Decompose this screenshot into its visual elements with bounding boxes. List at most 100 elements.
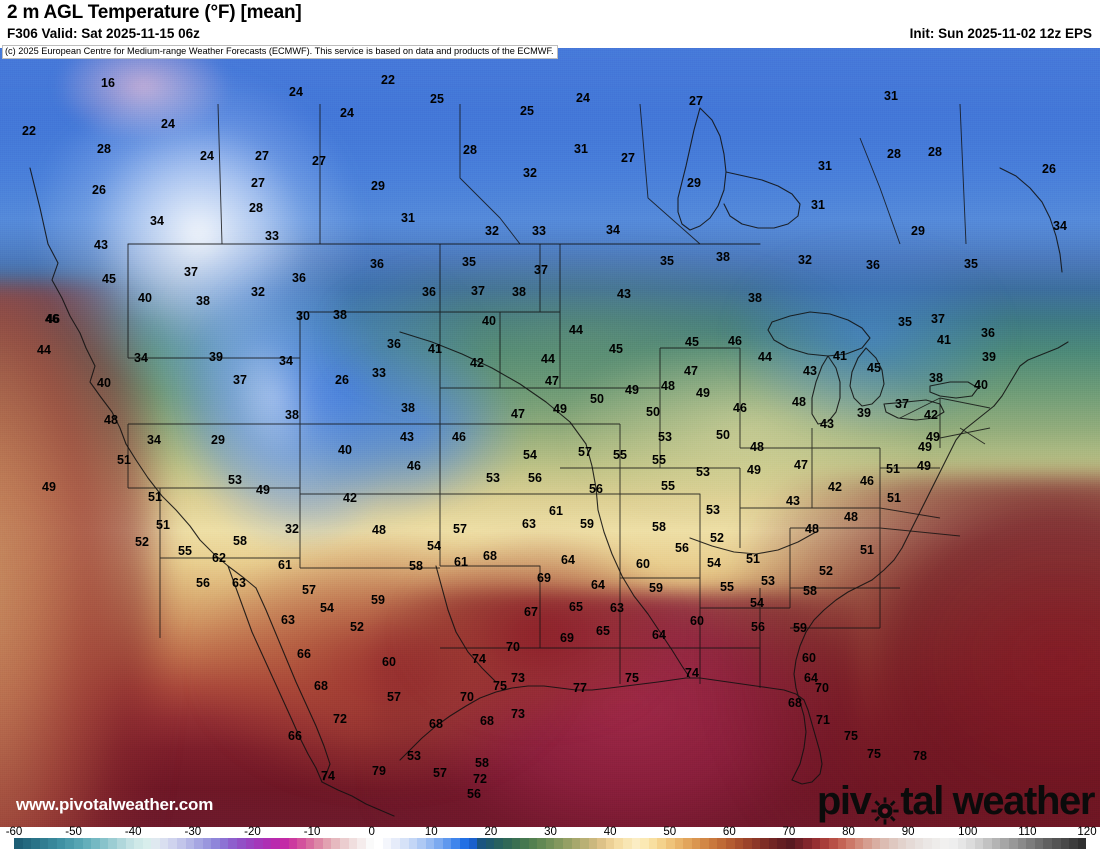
temperature-value-label: 32 <box>523 165 537 180</box>
colorbar-swatch <box>176 838 186 849</box>
colorbar-swatch <box>605 838 615 849</box>
temperature-value-label: 28 <box>928 144 942 159</box>
colorbar-tick-label: -20 <box>244 826 261 838</box>
temperature-value-label: 47 <box>511 406 525 421</box>
temperature-value-label: 51 <box>860 542 874 557</box>
colorbar-swatch <box>254 838 263 849</box>
colorbar-swatch <box>957 838 967 849</box>
temperature-value-label: 79 <box>372 763 386 778</box>
colorbar-swatch <box>648 838 658 849</box>
temperature-value-label: 49 <box>747 462 761 477</box>
temperature-value-label: 53 <box>706 502 720 517</box>
colorbar-tick-label: 30 <box>544 826 557 838</box>
temperature-value-label: 45 <box>867 360 881 375</box>
temperature-value-label: 69 <box>560 630 574 645</box>
temperature-value-label: 26 <box>1042 161 1056 176</box>
temperature-value-label: 28 <box>463 142 477 157</box>
temperature-value-label: 38 <box>333 307 347 322</box>
pivotal-weather-logo: piv <box>817 781 1095 825</box>
colorbar-swatch <box>846 838 855 849</box>
temperature-value-label: 32 <box>485 223 499 238</box>
temperature-value-label: 40 <box>482 313 496 328</box>
colorbar-swatch <box>511 838 521 849</box>
temperature-value-label: 48 <box>104 412 118 427</box>
temperature-value-label: 59 <box>371 592 385 607</box>
temperature-value-label: 58 <box>409 558 423 573</box>
colorbar-swatch <box>597 838 606 849</box>
colorbar-swatch <box>828 838 838 849</box>
temperature-value-label: 57 <box>302 582 316 597</box>
temperature-value-label: 65 <box>596 623 610 638</box>
colorbar-swatch <box>1043 838 1052 849</box>
temperature-value-label: 24 <box>289 84 303 99</box>
colorbar-swatch <box>700 838 709 849</box>
temperature-value-label: 71 <box>816 712 830 727</box>
temperature-value-label: 69 <box>537 570 551 585</box>
temperature-value-label: 24 <box>200 148 214 163</box>
temperature-value-label: 31 <box>401 210 415 225</box>
colorbar-swatch <box>725 838 735 849</box>
temperature-value-label: 51 <box>117 452 131 467</box>
temperature-value-label: 37 <box>931 311 945 326</box>
colorbar-swatch <box>571 838 581 849</box>
temperature-map[interactable]: 16 22 24 27 31 24 25 24 25 22 24 28 24 27 27 28 31 27 31 28… <box>0 48 1100 827</box>
temperature-value-label: 44 <box>569 322 583 337</box>
colorbar-swatch <box>134 838 143 849</box>
temperature-value-label: 55 <box>661 478 675 493</box>
colorbar-swatch <box>408 838 418 849</box>
temperature-value-label: 56 <box>675 540 689 555</box>
temperature-value-label: 59 <box>649 580 663 595</box>
temperature-value-label: 70 <box>506 639 520 654</box>
temperature-value-label: 58 <box>233 533 247 548</box>
colorbar-tick-label: -50 <box>65 826 82 838</box>
temperature-value-label: 44 <box>541 351 555 366</box>
temperature-value-label: 31 <box>884 88 898 103</box>
temperature-value-label: 47 <box>794 457 808 472</box>
temperature-value-label: 68 <box>314 678 328 693</box>
temperature-value-label: 44 <box>758 349 772 364</box>
colorbar-tick-label: 0 <box>368 826 375 838</box>
temperature-value-label: 26 <box>92 182 106 197</box>
colorbar-gradient[interactable] <box>14 838 1087 849</box>
temperature-value-label: 25 <box>430 91 444 106</box>
colorbar-swatch <box>39 838 49 849</box>
colorbar-swatch <box>640 838 649 849</box>
colorbar-swatch <box>159 838 169 849</box>
temperature-value-label: 58 <box>475 755 489 770</box>
temperature-value-label: 37 <box>471 283 485 298</box>
colorbar-swatch <box>202 838 212 849</box>
colorbar-swatch <box>271 838 280 849</box>
colorbar-tick-label: -60 <box>5 826 23 838</box>
temperature-value-label: 51 <box>148 489 162 504</box>
colorbar-swatch <box>116 838 126 849</box>
copyright-notice: (c) 2025 European Centre for Medium-rang… <box>2 45 558 59</box>
colorbar-swatch <box>194 838 203 849</box>
temperature-value-label: 45 <box>102 271 116 286</box>
temperature-value-label: 46 <box>728 333 742 348</box>
temperature-value-label: 24 <box>340 105 354 120</box>
temperature-value-labels: 16 22 24 27 31 24 25 24 25 22 24 28 24 27 27 28 31 27 31 28… <box>0 48 1100 827</box>
colorbar-swatch <box>743 838 752 849</box>
colorbar-swatch <box>391 838 401 849</box>
colorbar-swatch <box>1000 838 1010 849</box>
temperature-value-label: 49 <box>42 479 56 494</box>
temperature-value-label: 29 <box>211 432 225 447</box>
colorbar-swatch <box>314 838 323 849</box>
colorbar-tick-label: 40 <box>603 826 617 838</box>
colorbar-swatch <box>288 838 298 849</box>
colorbar-tick-label: -30 <box>184 826 202 838</box>
temperature-value-label: 51 <box>886 461 900 476</box>
init-time-label: Init: Sun 2025-11-02 12z EPS <box>909 26 1092 41</box>
temperature-value-label: 29 <box>371 178 385 193</box>
temperature-value-label: 43 <box>400 429 414 444</box>
colorbar-swatch <box>91 838 100 849</box>
colorbar-swatch <box>880 838 889 849</box>
temperature-value-label: 22 <box>381 72 395 87</box>
temperature-value-label: 43 <box>820 416 834 431</box>
colorbar-swatch <box>56 838 66 849</box>
temperature-value-label: 48 <box>750 439 764 454</box>
temperature-value-label: 37 <box>233 372 247 387</box>
temperature-value-label: 38 <box>748 290 762 305</box>
temperature-value-label: 52 <box>710 530 724 545</box>
temperature-value-label: 40 <box>338 442 352 457</box>
